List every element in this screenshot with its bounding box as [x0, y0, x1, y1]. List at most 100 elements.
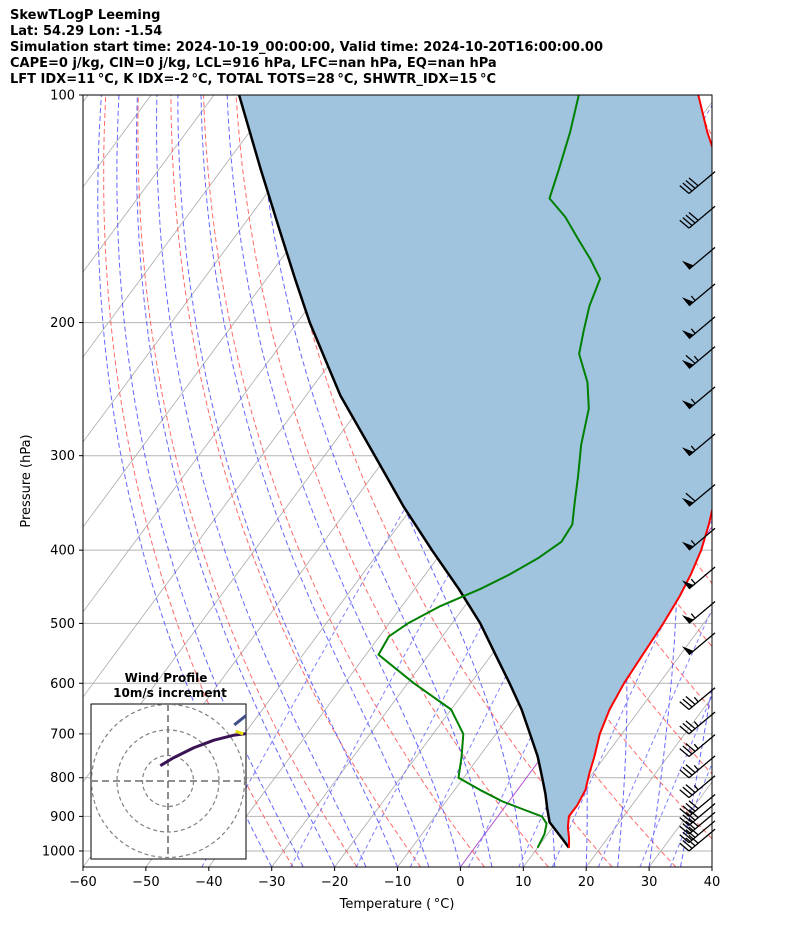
barb-full [679, 816, 690, 826]
barb-shaft [688, 346, 716, 369]
wind-barb [679, 171, 716, 195]
wind-barb [681, 527, 716, 551]
barb-shaft [688, 820, 716, 844]
moist-adiabat [226, 95, 461, 867]
x-tick-label: 0 [456, 875, 464, 890]
barb-full [679, 769, 690, 779]
y-axis-label: Pressure (hPa) [19, 434, 34, 527]
chart-header: SkewTLogP Leeming Lat: 54.29 Lon: -1.54 … [10, 8, 790, 88]
wind-barb [679, 711, 716, 735]
dry-adiabat [790, 95, 794, 867]
moist-adiabat [257, 95, 493, 867]
y-tick-label: 200 [50, 316, 75, 331]
mixing-ratio-line [597, 608, 712, 867]
barb-full [685, 696, 696, 705]
wind-barb [681, 601, 716, 624]
barb-full [682, 217, 693, 227]
barb-half [690, 328, 696, 334]
barb-shaft [688, 811, 716, 835]
barb-full [679, 842, 690, 852]
hodograph-subtitle: 10m/s increment [113, 686, 227, 700]
barb-full [688, 800, 699, 810]
barb-full [685, 179, 696, 189]
data-lines [237, 95, 712, 849]
wind-barb [681, 566, 716, 590]
x-tick-label: −50 [132, 875, 159, 890]
barb-shaft [688, 828, 716, 852]
dry-adiabat [725, 95, 794, 867]
axis-ticks: −60 −50 −40 −30 −20 −10 0 10 20 30 40 1000 900 800 700… [42, 89, 720, 891]
barb-flag [681, 330, 694, 339]
barb-full [679, 725, 690, 735]
dewpoint-line [377, 95, 602, 849]
chart-title: SkewTLogP Leeming [10, 8, 161, 23]
wind-barb [679, 734, 716, 758]
barb-half [690, 613, 696, 619]
parcel-profile-line [237, 95, 570, 849]
barb-shaft [688, 794, 716, 817]
barb-half [690, 398, 696, 404]
isotherm-20 [585, 696, 712, 867]
barb-full [682, 831, 693, 841]
time-line: Simulation start time: 2024-10-19_00:00:… [10, 40, 603, 55]
barb-full [688, 818, 699, 827]
x-tick-label: −10 [384, 875, 411, 890]
isotherm--110 [83, 95, 341, 443]
hodograph-title: Wind Profile [125, 671, 208, 685]
barb-flag [681, 400, 694, 409]
barb-full [679, 807, 690, 817]
dry-adiabat [203, 95, 485, 867]
moist-adiabat [711, 864, 712, 867]
barb-full [679, 701, 690, 711]
barb-flag [681, 297, 694, 306]
barb-half [693, 784, 699, 791]
barb-full [679, 825, 690, 835]
barb-half [690, 578, 696, 585]
barb-half [693, 696, 699, 703]
barb-shaft [688, 246, 716, 270]
barb-shaft [688, 775, 716, 799]
barb-shaft [688, 687, 716, 711]
barb-full [688, 212, 699, 221]
wind-barb [679, 794, 716, 817]
wind-barb [681, 386, 716, 410]
mixing-ratio-line [409, 280, 712, 867]
wind-barb [679, 811, 716, 835]
y-tick-label: 300 [50, 449, 75, 464]
x-tick-label: −20 [321, 875, 348, 890]
moist-adiabat [135, 95, 336, 867]
barb-full [685, 720, 696, 730]
barb-full [679, 185, 690, 195]
barb-full [682, 840, 693, 849]
dry-adiabat [137, 95, 358, 867]
dry-adiabat [170, 95, 422, 867]
hodograph-trace-upper [233, 713, 246, 727]
barb-flag [681, 646, 694, 655]
moist-adiabat [156, 95, 367, 867]
barb-full [679, 219, 690, 229]
wind-barb [681, 433, 716, 457]
x-tick-label: −60 [69, 875, 96, 890]
indices-line-1: CAPE=0 j/kg, CIN=0 j/kg, LCL=916 hPa, LF… [10, 56, 497, 71]
barb-shaft [688, 601, 716, 624]
mixing-ratio-line [551, 519, 712, 867]
barb-full [685, 742, 696, 752]
barb-full [685, 802, 696, 812]
barb-shaft [688, 386, 716, 410]
barb-full [685, 820, 696, 830]
y-tick-label: 600 [50, 677, 75, 692]
barb-shaft [688, 755, 716, 779]
barb-shaft [688, 632, 716, 656]
barb-half [693, 743, 699, 750]
moist-adiabat [200, 95, 430, 867]
barb-flag [681, 260, 694, 270]
barb-shaft [688, 433, 716, 457]
wind-barb [681, 316, 716, 340]
wind-barb [681, 346, 716, 369]
y-tick-label: 700 [50, 727, 75, 742]
mixing-ratio-line [639, 694, 712, 867]
isotherm--120 [83, 95, 278, 358]
barb-flag [681, 541, 694, 551]
x-axis-label: Temperature ( °C) [339, 897, 455, 912]
